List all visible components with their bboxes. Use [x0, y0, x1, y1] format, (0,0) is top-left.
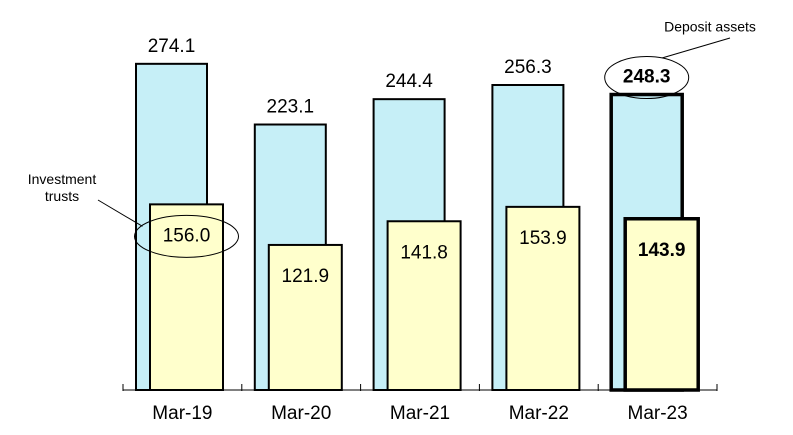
x-tick-label: Mar-20: [271, 403, 331, 424]
legend-label: Deposit assets: [664, 19, 756, 35]
data-label: 223.1: [267, 97, 315, 118]
bar: [386, 220, 462, 391]
data-label: 141.8: [400, 242, 448, 263]
legend-label: Investment trusts: [28, 171, 97, 204]
data-label: 143.9: [638, 240, 686, 261]
data-label: 153.9: [519, 228, 567, 249]
bar: [623, 217, 700, 392]
data-label: 121.9: [282, 266, 330, 287]
data-label: 274.1: [148, 36, 196, 57]
x-tick-label: Mar-23: [628, 403, 688, 424]
x-tick-label: Mar-19: [152, 403, 212, 424]
pointer-line: [661, 37, 731, 59]
pointer-line: [97, 199, 143, 227]
data-label: 156.0: [163, 225, 211, 246]
x-tick-label: Mar-22: [509, 403, 569, 424]
data-label: 248.3: [623, 67, 671, 88]
highlight-ellipse: [134, 214, 239, 258]
bar: [149, 203, 224, 391]
x-tick-label: Mar-21: [390, 403, 450, 424]
data-label: 244.4: [385, 71, 433, 92]
highlight-ellipse: [604, 56, 690, 100]
data-label: 256.3: [504, 57, 552, 78]
